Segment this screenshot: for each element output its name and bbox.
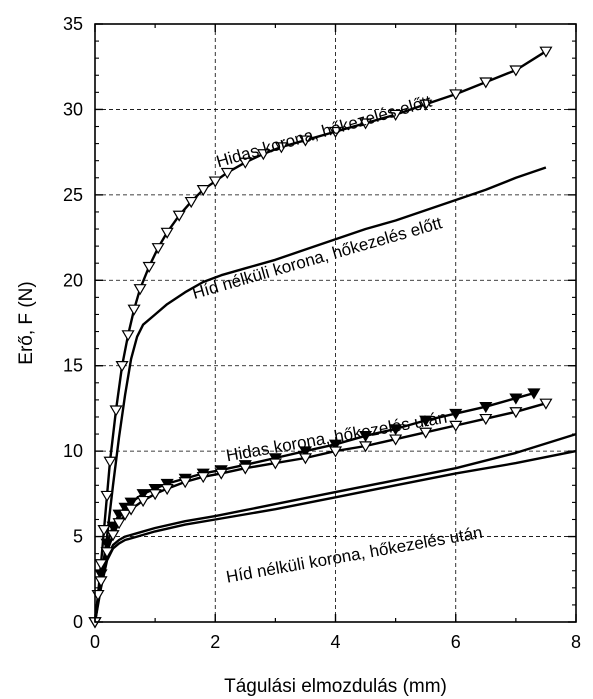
series-0-point-16 xyxy=(196,185,210,197)
series-0-point-10 xyxy=(133,284,147,296)
series-3-point-20 xyxy=(449,420,463,432)
series-3-point-16 xyxy=(328,446,343,458)
series-0-point-30 xyxy=(539,46,553,58)
tick-labels: 0 2 4 6 8 0 5 10 15 20 25 30 35 xyxy=(63,14,581,652)
series-3-point-10 xyxy=(178,477,192,489)
y-tick-label-7: 35 xyxy=(63,14,83,34)
series-3-point-22 xyxy=(509,407,523,419)
series-2-point-1 xyxy=(94,569,108,581)
series-3-point-6 xyxy=(124,504,138,516)
y-tick-label-6: 30 xyxy=(63,99,83,119)
grid xyxy=(95,24,576,622)
series-2-point-7 xyxy=(136,489,150,501)
series-2-point-6 xyxy=(124,497,138,509)
x-tick-label-1: 2 xyxy=(210,632,220,652)
series-2-point-21 xyxy=(479,401,493,414)
series-3-point-18 xyxy=(389,434,403,446)
marker-layer xyxy=(88,46,553,629)
series-3-point-14 xyxy=(268,458,282,470)
series-0-point-29 xyxy=(509,65,523,77)
series-2-point-2 xyxy=(100,538,114,550)
series-0-point-15 xyxy=(184,196,198,209)
series-0-point-22 xyxy=(298,135,312,147)
series-3-point-2 xyxy=(100,547,114,559)
series-0-point-25 xyxy=(389,109,403,121)
series-0-point-26 xyxy=(419,99,433,111)
series-0-point-7 xyxy=(115,360,129,373)
series-3-point-5 xyxy=(118,509,132,521)
series-0-point-11 xyxy=(142,261,156,274)
series-0-point-24 xyxy=(359,118,373,130)
series-0-point-12 xyxy=(151,243,165,255)
x-tick-label-0: 0 xyxy=(90,632,100,652)
series-3-point-8 xyxy=(148,489,162,501)
series-2-point-22 xyxy=(509,393,523,405)
series-3-point-17 xyxy=(359,441,373,453)
series-3-point-11 xyxy=(196,472,210,484)
series-3-point-7 xyxy=(136,495,150,508)
series-3-point-12 xyxy=(214,468,228,480)
series-0-point-14 xyxy=(172,210,186,222)
y-tick-label-4: 20 xyxy=(63,270,83,290)
series-0-point-9 xyxy=(127,304,141,316)
series-2-point-20 xyxy=(449,408,463,420)
series-0-point-28 xyxy=(479,77,493,89)
y-tick-label-5: 25 xyxy=(63,185,83,205)
series-0-point-4 xyxy=(100,490,114,502)
ticks xyxy=(94,23,577,623)
y-tick-label-0: 0 xyxy=(73,612,83,632)
series-0-point-21 xyxy=(274,142,288,154)
series-0-point-6 xyxy=(109,405,123,417)
series-0-point-8 xyxy=(121,330,135,342)
series-3-point-3 xyxy=(106,530,120,542)
series-line-5 xyxy=(93,449,577,623)
series-3-point-1 xyxy=(94,576,108,588)
series-2-point-16 xyxy=(328,439,343,451)
x-tick-label-3: 6 xyxy=(451,632,461,652)
y-axis-label: Erő, F (N) xyxy=(16,281,37,364)
series-2-point-17 xyxy=(359,431,373,443)
series-0-point-20 xyxy=(256,149,270,161)
series-3-point-15 xyxy=(298,453,312,465)
series-2-point-18 xyxy=(389,424,403,436)
x-tick-label-2: 4 xyxy=(330,632,340,652)
series-2-point-15 xyxy=(298,446,312,458)
series-0-point-17 xyxy=(208,176,222,188)
y-tick-label-2: 10 xyxy=(63,441,83,461)
series-2-point-3 xyxy=(106,521,120,533)
series-3-point-19 xyxy=(419,427,433,439)
series-3-point-9 xyxy=(160,484,174,496)
x-tick-label-4: 8 xyxy=(571,632,581,652)
series-0-point-18 xyxy=(220,167,234,180)
x-axis-label: Tágulási elmozdulás (mm) xyxy=(224,676,447,697)
y-tick-label-1: 5 xyxy=(73,527,83,547)
series-0-point-2 xyxy=(94,559,108,571)
series-2-point-23 xyxy=(527,388,541,400)
series-0-point-13 xyxy=(160,227,174,239)
series-3-point-13 xyxy=(238,463,252,475)
series-0-point-19 xyxy=(238,157,252,169)
series-line-1 xyxy=(93,166,547,623)
series-3-point-21 xyxy=(479,413,493,426)
series-0-point-23 xyxy=(328,126,343,139)
series-3-point-23 xyxy=(539,398,553,410)
y-tick-label-3: 15 xyxy=(63,356,83,376)
series-3-point-4 xyxy=(112,518,126,530)
series-0-point-5 xyxy=(103,456,117,468)
series-2-point-19 xyxy=(419,415,433,427)
series-0-point-27 xyxy=(449,89,463,101)
